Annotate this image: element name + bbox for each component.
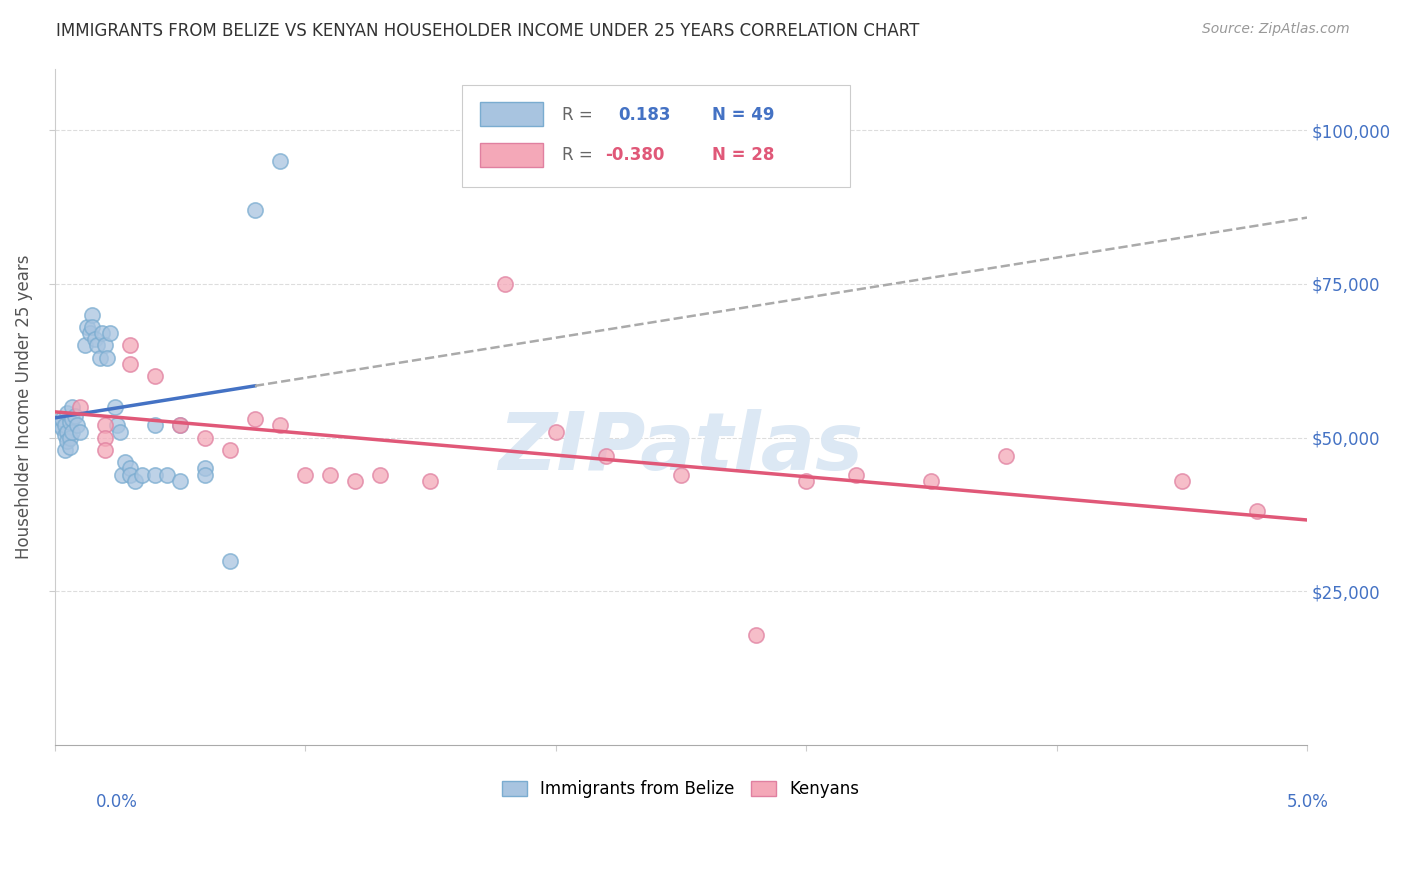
- Point: [56, 425, 79, 439]
- Text: N = 28: N = 28: [711, 146, 775, 164]
- Point: [91, 326, 114, 340]
- Point: [669, 467, 692, 482]
- Point: [60, 400, 83, 414]
- Point: [93, 338, 115, 352]
- Point: [66, 418, 89, 433]
- Text: Source: ZipAtlas.com: Source: ZipAtlas.com: [1202, 22, 1350, 37]
- Point: [319, 467, 342, 482]
- Point: [1171, 474, 1194, 488]
- Text: R =: R =: [562, 146, 592, 164]
- Point: [56, 434, 79, 448]
- Point: [58, 431, 80, 445]
- Point: [51, 421, 73, 435]
- Point: [53, 442, 76, 457]
- Point: [118, 461, 141, 475]
- Point: [131, 467, 153, 482]
- Text: ZIPatlas: ZIPatlas: [498, 409, 863, 486]
- Point: [794, 474, 817, 488]
- Point: [96, 351, 118, 365]
- Text: IMMIGRANTS FROM BELIZE VS KENYAN HOUSEHOLDER INCOME UNDER 25 YEARS CORRELATION C: IMMIGRANTS FROM BELIZE VS KENYAN HOUSEHO…: [56, 22, 920, 40]
- Point: [73, 338, 96, 352]
- Point: [243, 202, 266, 217]
- Point: [79, 326, 101, 340]
- Point: [118, 357, 141, 371]
- Text: 5.0%: 5.0%: [1286, 793, 1329, 811]
- Point: [82, 320, 104, 334]
- Point: [83, 332, 105, 346]
- Point: [1246, 504, 1268, 518]
- FancyBboxPatch shape: [461, 86, 849, 187]
- Point: [595, 449, 617, 463]
- Point: [76, 320, 98, 334]
- Point: [93, 418, 115, 433]
- Point: [98, 326, 121, 340]
- Point: [294, 467, 316, 482]
- Point: [56, 406, 79, 420]
- Point: [995, 449, 1018, 463]
- Point: [745, 627, 768, 641]
- Point: [108, 425, 131, 439]
- Point: [269, 418, 291, 433]
- Point: [368, 467, 391, 482]
- Point: [114, 455, 136, 469]
- Point: [218, 554, 240, 568]
- Point: [156, 467, 179, 482]
- Y-axis label: Householder Income Under 25 years: Householder Income Under 25 years: [15, 254, 32, 559]
- Bar: [481, 103, 543, 126]
- Bar: [481, 143, 543, 167]
- Point: [194, 467, 217, 482]
- Text: 0.0%: 0.0%: [96, 793, 138, 811]
- Point: [53, 427, 76, 442]
- Point: [60, 425, 83, 439]
- Point: [169, 418, 191, 433]
- Point: [494, 277, 516, 291]
- Point: [111, 467, 134, 482]
- Point: [93, 431, 115, 445]
- Point: [105, 418, 128, 433]
- Point: [89, 351, 111, 365]
- Point: [86, 338, 108, 352]
- Point: [82, 308, 104, 322]
- Point: [344, 474, 367, 488]
- Point: [93, 442, 115, 457]
- Point: [143, 418, 166, 433]
- Point: [69, 400, 91, 414]
- Point: [169, 474, 191, 488]
- Text: N = 49: N = 49: [711, 105, 775, 123]
- Point: [169, 418, 191, 433]
- Point: [104, 400, 127, 414]
- Point: [218, 442, 240, 457]
- Legend: Immigrants from Belize, Kenyans: Immigrants from Belize, Kenyans: [495, 773, 866, 805]
- Point: [58, 440, 80, 454]
- Point: [194, 431, 217, 445]
- Point: [69, 425, 91, 439]
- Text: R =: R =: [562, 105, 592, 123]
- Point: [920, 474, 942, 488]
- Point: [118, 467, 141, 482]
- Point: [51, 412, 73, 426]
- Text: 0.183: 0.183: [619, 105, 671, 123]
- Point: [48, 418, 70, 433]
- Point: [194, 461, 217, 475]
- Point: [243, 412, 266, 426]
- Point: [58, 415, 80, 429]
- Point: [143, 369, 166, 384]
- Point: [124, 474, 146, 488]
- Point: [60, 412, 83, 426]
- Text: -0.380: -0.380: [606, 146, 665, 164]
- Point: [118, 338, 141, 352]
- Point: [419, 474, 441, 488]
- Point: [845, 467, 868, 482]
- Point: [53, 418, 76, 433]
- Point: [143, 467, 166, 482]
- Point: [63, 409, 86, 424]
- Point: [544, 425, 567, 439]
- Point: [269, 153, 291, 168]
